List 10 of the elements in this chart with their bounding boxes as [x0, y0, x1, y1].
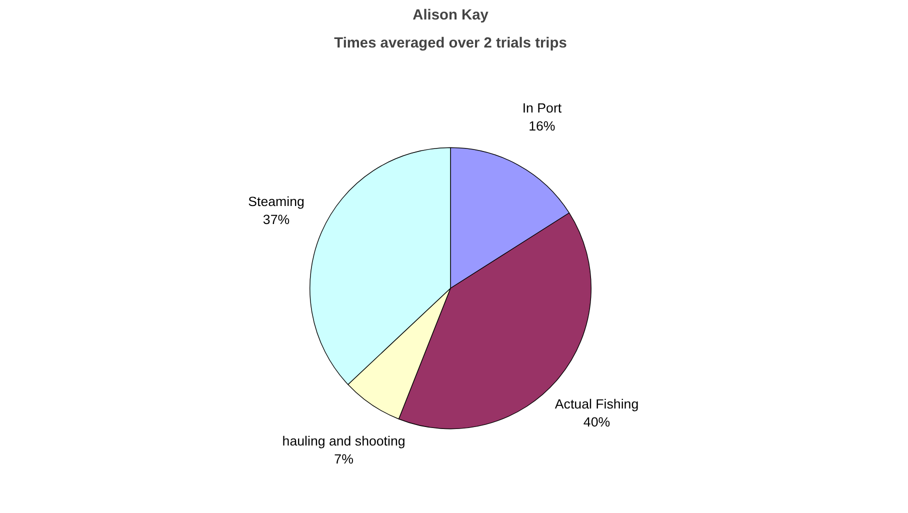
chart-subtitle: Times averaged over 2 trials trips [334, 36, 567, 52]
slice-label: Actual Fishing [554, 396, 639, 412]
slice-label: hauling and shooting [282, 433, 406, 448]
data-label: 7% [334, 451, 354, 466]
data-label: 16% [528, 118, 556, 134]
chart-title: Alison Kay [412, 8, 490, 24]
slice-label: In Port [522, 100, 562, 116]
data-label: 40% [583, 414, 610, 430]
data-label: 37% [262, 212, 290, 228]
slice-label: Steaming [248, 194, 304, 210]
